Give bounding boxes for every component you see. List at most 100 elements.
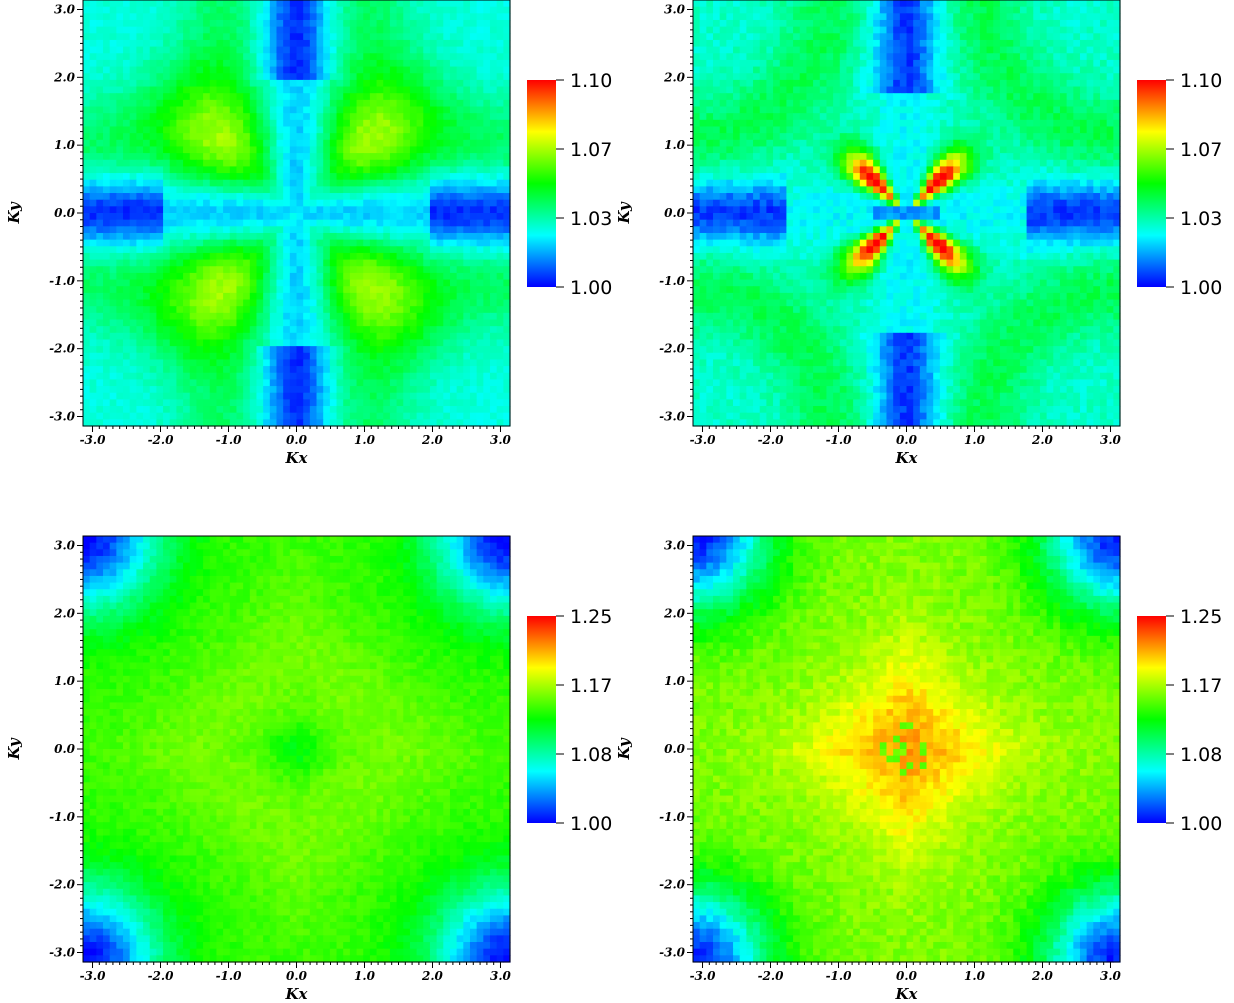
heatmap-cell [456,106,464,114]
heatmap-cell [323,379,331,387]
heatmap-cell [443,279,451,287]
heatmap-cell [309,299,318,307]
heatmap-cell [429,39,438,48]
heatmap-cell [766,53,774,61]
heatmap-cell [283,292,291,301]
heatmap-cell [766,59,774,68]
heatmap-cell [893,0,901,8]
heatmap-cell [489,239,498,247]
heatmap-cell [496,133,504,141]
heatmap-cell [456,66,464,74]
heatmap-cell [196,312,204,321]
heatmap-cell [456,199,464,207]
heatmap-cell [303,279,311,287]
heatmap-cell [149,153,157,161]
heatmap-cell [256,13,264,21]
heatmap-cell [879,26,888,34]
heatmap-cell [263,226,271,234]
heatmap-cell [309,286,318,294]
heatmap-cell [283,279,291,287]
heatmap-cell [103,252,111,261]
heatmap-cell [183,379,191,387]
heatmap-cell [706,19,714,28]
heatmap-cell [383,19,391,28]
heatmap-cell [183,279,191,287]
heatmap-cell [429,219,438,227]
heatmap-cell [303,306,311,314]
heatmap-cell [96,332,104,341]
heatmap-cell [323,133,331,141]
heatmap-cell [89,166,97,174]
heatmap-cell [209,352,218,361]
heatmap-cell [946,13,954,21]
heatmap-cell [296,53,304,61]
heatmap-cell [223,79,231,88]
heatmap-cell [879,53,888,61]
heatmap-cell [223,232,231,241]
heatmap-cell [496,59,504,68]
heatmap-cell [303,53,311,61]
heatmap-cell [503,106,511,114]
heatmap-cell [436,39,444,48]
heatmap-cell [289,0,298,8]
heatmap-cell [436,106,444,114]
heatmap-cell [329,319,338,327]
heatmap-cell [109,153,117,161]
heatmap-cell [973,0,981,8]
heatmap-cell [329,86,338,94]
heatmap-cell [759,6,767,14]
heatmap-cell [436,239,444,247]
heatmap-cell [329,206,338,214]
heatmap-cell [403,399,411,407]
heatmap-cell [423,173,431,181]
heatmap-cell [263,246,271,254]
heatmap-cell [96,239,104,247]
heatmap-cell [376,292,384,301]
heatmap-cell [799,46,808,54]
heatmap-cell [1019,46,1028,54]
heatmap-cell [376,213,384,221]
heatmap-cell [369,173,378,181]
heatmap-cell [96,133,104,141]
heatmap-cell [243,199,251,207]
heatmap-cell [169,139,177,148]
heatmap-cell [383,93,391,101]
heatmap-cell [216,226,224,234]
heatmap-cell [289,399,298,407]
heatmap-cell [263,53,271,61]
heatmap-cell [469,332,478,341]
heatmap-cell [496,153,504,161]
heatmap-cell [249,332,258,341]
heatmap-cell [489,312,498,321]
heatmap-cell [316,346,324,354]
heatmap-cell [1033,13,1041,21]
heatmap-cell [939,13,948,21]
heatmap-cell [409,33,418,41]
heatmap-cell [383,406,391,414]
heatmap-cell [336,332,344,341]
heatmap-cell [243,239,251,247]
heatmap-cell [489,53,498,61]
heatmap-cell [256,26,264,34]
heatmap-cell [443,359,451,367]
heatmap-cell [249,133,258,141]
heatmap-cell [289,173,298,181]
heatmap-cell [163,46,171,54]
heatmap-cell [959,53,968,61]
heatmap-cell [496,339,504,347]
heatmap-cell [933,59,941,68]
heatmap-cell [363,399,371,407]
heatmap-cell [469,106,478,114]
heatmap-cell [489,359,498,367]
heatmap-cell [109,366,117,374]
heatmap-cell [806,26,814,34]
heatmap-cell [103,139,111,148]
heatmap-cell [189,166,198,174]
heatmap-cell [256,179,264,187]
heatmap-cell [276,412,284,420]
heatmap-cell [243,272,251,281]
heatmap-cell [323,332,331,341]
heatmap-cell [263,326,271,334]
heatmap-cell [263,399,271,407]
heatmap-cell [269,159,278,168]
